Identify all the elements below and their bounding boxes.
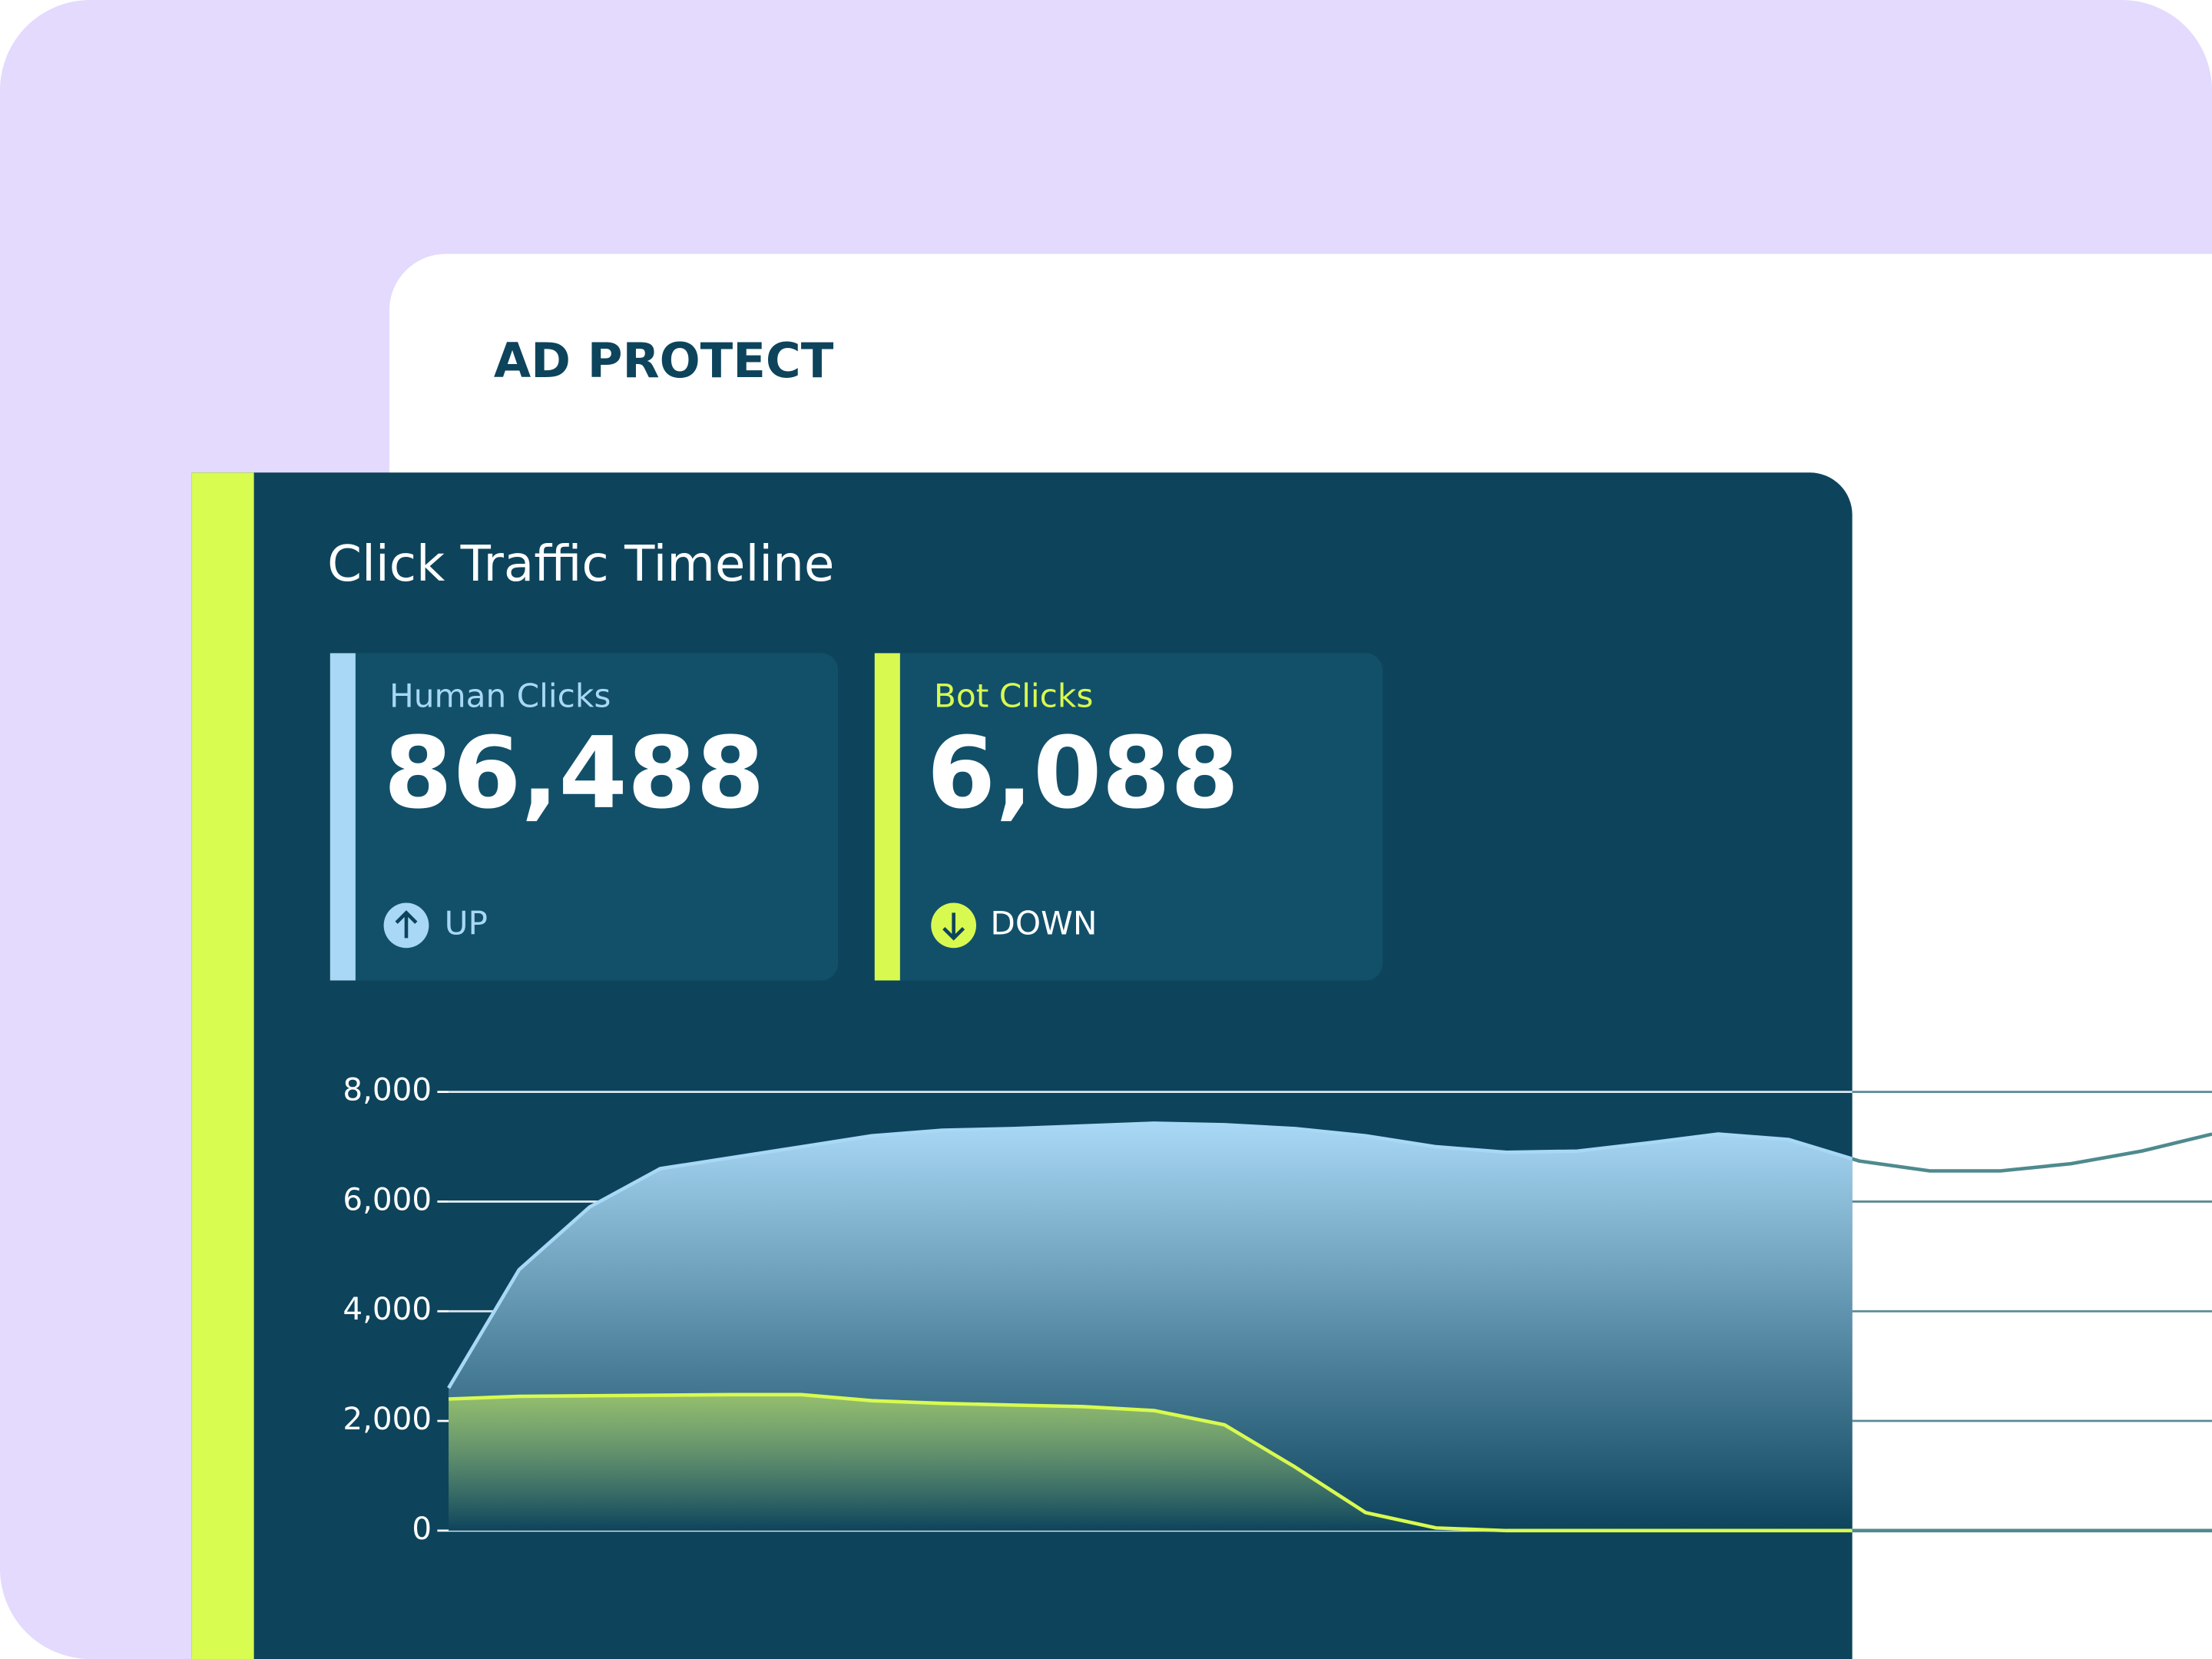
card-value: 86,488 — [384, 717, 765, 831]
line — [448, 1392, 1853, 1533]
accent-stripe — [191, 472, 254, 1659]
line — [1852, 1528, 2212, 1533]
card — [874, 653, 1382, 981]
plot: 0 2,000 4,000 6,000 8,000 — [343, 1071, 2212, 1547]
y-tick-label: 4,000 — [343, 1290, 432, 1327]
y-tick-label: 8,000 — [343, 1071, 432, 1108]
area — [449, 1394, 1853, 1531]
card-trend: DOWN — [990, 904, 1097, 942]
line — [447, 1121, 1853, 1389]
card-label: Bot Clicks — [934, 677, 1093, 715]
down-arrow — [942, 912, 965, 941]
outer-layer — [1852, 1091, 2212, 1533]
card-label: Human Clicks — [389, 677, 611, 715]
card-value: 6,088 — [927, 717, 1240, 831]
card-stripe — [874, 653, 900, 981]
app-title: AD PROTECT — [494, 333, 834, 389]
card-trend: UP — [445, 904, 488, 942]
card-stripe — [329, 653, 356, 981]
card — [329, 653, 839, 981]
y-tick-label: 2,000 — [343, 1400, 432, 1437]
chart-title: Click Traffic Timeline — [327, 535, 834, 593]
y-tick-label: 6,000 — [343, 1181, 432, 1217]
inner-layer — [447, 1091, 1853, 1533]
up-arrow — [395, 910, 418, 939]
y-tick-label: 0 — [412, 1510, 432, 1547]
line — [1852, 1132, 2212, 1173]
